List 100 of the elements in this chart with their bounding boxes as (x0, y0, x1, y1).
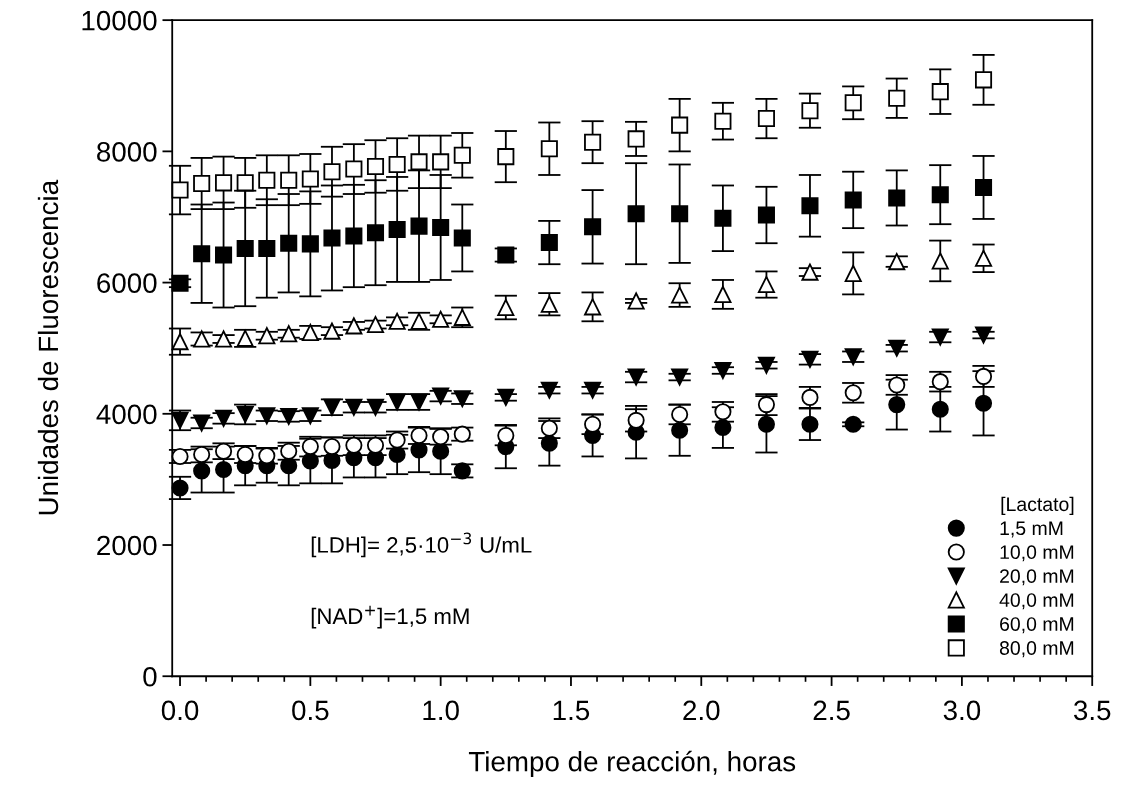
point (888, 396, 906, 414)
point (301, 407, 319, 425)
legend-label: 60,0 mM (1000, 617, 1074, 634)
annotation: [NAD$^{+}$]=1,5 mM (311, 605, 469, 629)
point (171, 333, 189, 351)
y-axis-title: Unidades de Fluorescencia (37, 179, 59, 515)
point (323, 398, 341, 416)
point (540, 434, 558, 452)
point (801, 263, 819, 281)
point (888, 89, 906, 107)
point (171, 181, 189, 199)
point (171, 447, 189, 465)
point (215, 442, 233, 460)
point (236, 445, 254, 464)
point (844, 191, 862, 209)
point (801, 415, 819, 433)
point (888, 339, 906, 357)
point (584, 298, 602, 316)
point (388, 445, 406, 464)
point (974, 71, 993, 89)
point (453, 229, 471, 247)
point (844, 94, 862, 112)
point (410, 426, 428, 444)
point (931, 186, 949, 204)
y-tick-label: 10000 (82, 10, 157, 31)
x-tick-label: 0.5 (292, 700, 329, 721)
point (193, 174, 211, 193)
x-tick-label: 1.0 (423, 700, 459, 721)
point (757, 206, 775, 224)
point (540, 140, 558, 158)
point (432, 310, 450, 328)
point (280, 457, 298, 475)
point (584, 218, 602, 236)
point (301, 323, 319, 341)
point (714, 285, 732, 303)
point (388, 220, 406, 238)
point (193, 330, 211, 348)
point (757, 356, 775, 374)
point (432, 387, 450, 405)
point (671, 116, 689, 134)
point (714, 419, 732, 437)
point (432, 428, 450, 446)
legend-title: [Lactato] (1001, 496, 1074, 515)
point (974, 249, 993, 267)
point (714, 209, 732, 227)
x-axis-title: Tiempo de reacción, horas (468, 750, 796, 777)
point (193, 445, 211, 464)
point (931, 83, 949, 101)
point (280, 234, 298, 252)
point (388, 312, 406, 330)
point (171, 274, 189, 292)
x-tick-label: 2.5 (813, 700, 850, 721)
point (323, 322, 341, 340)
point (453, 462, 471, 480)
y-tick-label: 8000 (97, 142, 157, 162)
point (801, 350, 819, 368)
point (714, 361, 732, 380)
point (410, 441, 428, 459)
point (410, 153, 428, 171)
point (432, 218, 450, 237)
point (236, 174, 254, 192)
point (757, 110, 775, 128)
point (215, 461, 233, 479)
point (888, 253, 906, 271)
point (844, 348, 862, 366)
point (584, 381, 602, 399)
x-tick-label: 1.5 (553, 700, 590, 721)
point (215, 246, 233, 264)
point (627, 368, 645, 386)
point (757, 415, 775, 433)
point (258, 327, 276, 345)
point (258, 239, 276, 258)
point (280, 407, 298, 425)
point (453, 146, 471, 164)
point (453, 390, 471, 408)
y-tick-label: 6000 (97, 273, 157, 293)
point (540, 381, 558, 399)
legend-label: 1,5 mM (1000, 521, 1063, 538)
x-tick-label: 2.0 (683, 700, 720, 721)
point (258, 407, 276, 425)
point (215, 409, 233, 427)
point (301, 170, 319, 188)
point (931, 400, 949, 418)
point (323, 163, 341, 181)
point (497, 246, 515, 264)
x-tick-label: 3.0 (943, 700, 981, 721)
point (974, 178, 993, 196)
point (258, 171, 276, 189)
point (280, 325, 298, 343)
point (410, 217, 428, 235)
point (280, 171, 298, 189)
legend-label: 20,0 mM (1000, 569, 1074, 586)
point (627, 205, 645, 223)
point (366, 224, 385, 242)
annotation: [LDH]= 2,5·10$^{−3}$ U/mL (311, 532, 532, 558)
point (671, 368, 689, 386)
point (193, 245, 211, 263)
point (627, 130, 645, 148)
point (345, 398, 363, 416)
x-tick-label: 0.0 (161, 700, 199, 721)
